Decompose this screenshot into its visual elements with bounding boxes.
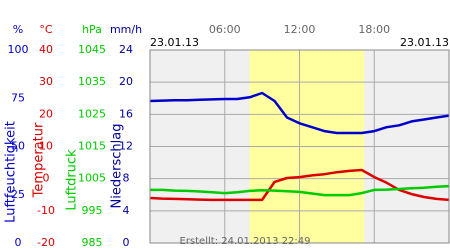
axis-title: Luftfeuchtigkeit bbox=[4, 121, 19, 223]
y-tick-label: 20 bbox=[39, 107, 53, 120]
y-tick-label: 4 bbox=[123, 204, 130, 217]
y-tick-label: 16 bbox=[119, 107, 133, 120]
axis-unit: hPa bbox=[82, 23, 102, 36]
y-tick-label: 985 bbox=[82, 236, 103, 249]
y-tick-label: -10 bbox=[37, 204, 55, 217]
axis-unit: °C bbox=[39, 23, 53, 36]
axis-unit: % bbox=[13, 23, 23, 36]
y-tick-label: 10 bbox=[39, 140, 53, 153]
y-tick-label: 1015 bbox=[78, 140, 106, 153]
axis-title: Luftdruck bbox=[65, 149, 80, 211]
x-tick-label: 12:00 bbox=[284, 23, 316, 36]
y-tick-label: 1025 bbox=[78, 107, 106, 120]
y-tick-label: 1035 bbox=[78, 75, 106, 88]
y-tick-label: 30 bbox=[39, 75, 53, 88]
y-tick-label: 75 bbox=[11, 91, 25, 104]
footer: Erstellt: 24.01.2013 22:49 bbox=[180, 236, 311, 247]
date-right: 23.01.13 bbox=[400, 36, 449, 49]
y-tick-label: 24 bbox=[119, 43, 133, 56]
y-tick-label: 8 bbox=[123, 172, 130, 185]
x-tick-label: 18:00 bbox=[358, 23, 390, 36]
axis-unit: mm/h bbox=[110, 23, 142, 36]
date-left: 23.01.13 bbox=[150, 36, 199, 49]
y-tick-label: 100 bbox=[8, 43, 29, 56]
y-tick-label: 20 bbox=[119, 75, 133, 88]
x-tick-label: 06:00 bbox=[209, 23, 241, 36]
y-tick-label: 0 bbox=[123, 236, 130, 249]
series-line bbox=[149, 91, 450, 135]
series-line bbox=[150, 184, 450, 197]
y-tick-label: 25 bbox=[11, 188, 25, 201]
y-tick-label: 1005 bbox=[78, 172, 106, 185]
y-tick-label: 995 bbox=[82, 204, 103, 217]
y-tick-label: 0 bbox=[15, 236, 22, 249]
y-tick-label: 1045 bbox=[78, 43, 106, 56]
plot-border bbox=[149, 49, 450, 244]
y-tick-label: 0 bbox=[43, 172, 50, 185]
y-tick-label: 12 bbox=[119, 140, 133, 153]
y-tick-label: 40 bbox=[39, 43, 53, 56]
axis-title: Temperatur bbox=[32, 122, 47, 198]
y-tick-label: 50 bbox=[11, 140, 25, 153]
y-tick-label: -20 bbox=[37, 236, 55, 249]
axis-title: Niederschlag bbox=[110, 124, 125, 209]
